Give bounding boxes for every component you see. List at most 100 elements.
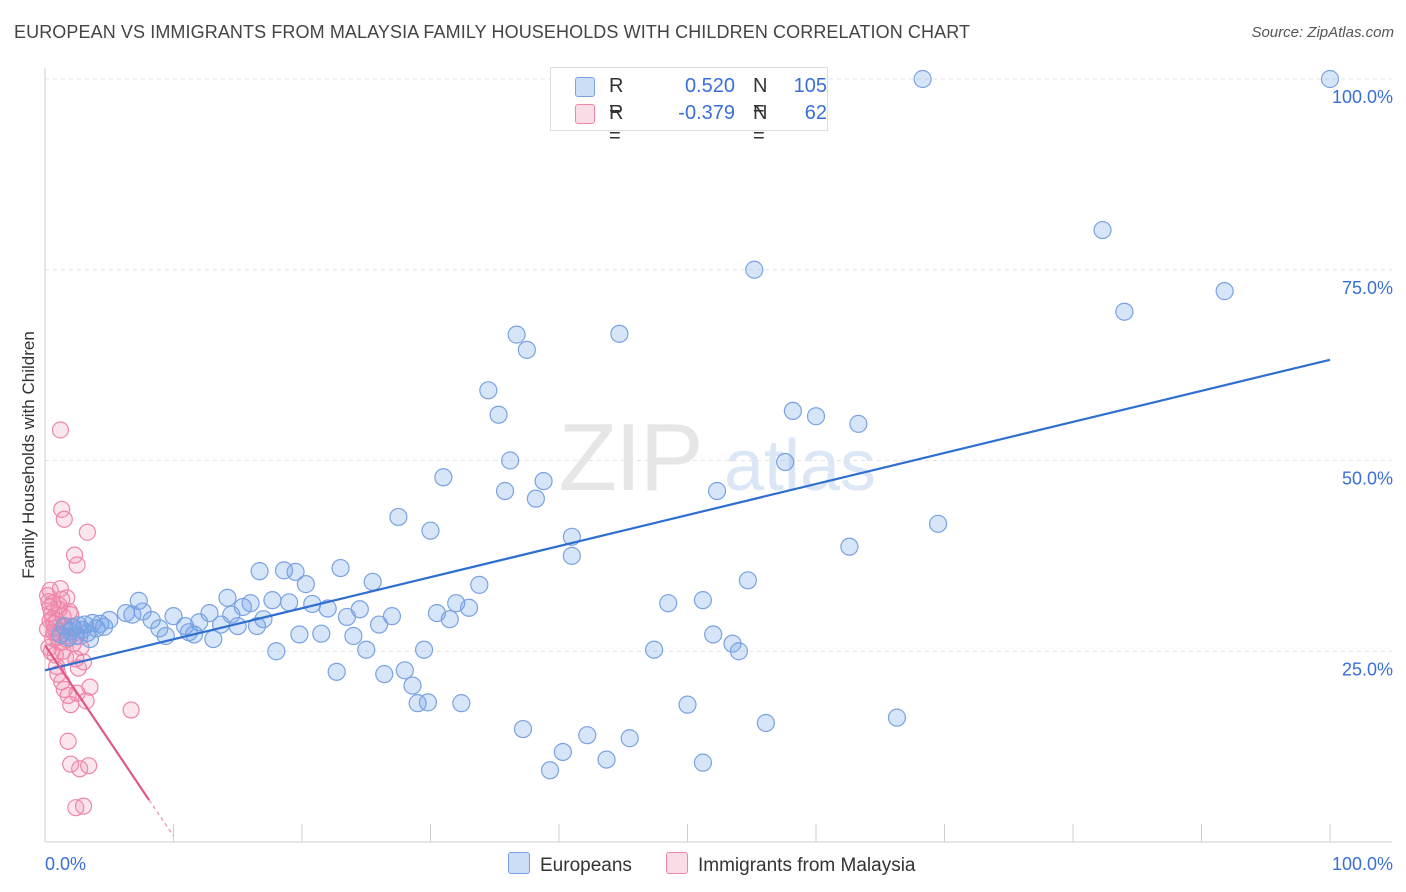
point-europeans: [286, 562, 305, 581]
point-immigrants-from-malaysia: [74, 797, 93, 815]
point-europeans: [704, 625, 723, 644]
point-europeans: [928, 514, 948, 533]
legend-n-value: 62: [804, 102, 827, 124]
point-europeans: [479, 381, 498, 400]
point-europeans: [200, 603, 219, 623]
y-tick-label: 75.0%: [1342, 278, 1393, 298]
point-europeans: [395, 661, 414, 680]
point-europeans: [370, 615, 389, 634]
point-immigrants-from-malaysia: [77, 692, 95, 710]
point-europeans: [913, 69, 932, 89]
point-europeans: [241, 594, 260, 613]
point-europeans: [150, 619, 169, 638]
source-note: Source: ZipAtlas.com: [1251, 24, 1394, 41]
point-europeans: [164, 607, 183, 626]
point-europeans: [363, 572, 382, 591]
point-europeans: [382, 607, 402, 626]
point-immigrants-from-malaysia: [78, 523, 97, 541]
point-immigrants-from-malaysia: [122, 701, 140, 719]
legend-n-value: 105: [793, 75, 827, 97]
point-europeans: [513, 719, 533, 739]
legend-r-value: 0.520: [684, 75, 735, 97]
point-europeans: [501, 451, 520, 470]
point-europeans: [350, 600, 369, 619]
y-tick-label: 50.0%: [1342, 469, 1393, 489]
point-europeans: [331, 558, 350, 578]
legend-r-label: R =: [609, 102, 624, 147]
point-europeans: [1093, 220, 1112, 240]
point-europeans: [280, 593, 299, 612]
trend-lines: [44, 358, 1331, 837]
trend-line-immigrants-from-malaysia: [44, 644, 150, 801]
point-europeans: [1320, 69, 1340, 89]
legend-n-label: N =: [753, 102, 768, 147]
point-europeans: [707, 481, 727, 501]
point-europeans: [578, 726, 597, 745]
point-europeans: [489, 405, 508, 424]
trend-line-immigrants-from-malaysia-extension: [148, 799, 175, 837]
point-europeans: [553, 742, 572, 762]
point-europeans: [1215, 282, 1234, 301]
point-europeans: [414, 640, 434, 659]
point-europeans: [534, 472, 553, 491]
point-europeans: [806, 407, 826, 426]
point-europeans: [840, 537, 859, 556]
point-europeans: [783, 401, 802, 421]
point-immigrants-from-malaysia: [65, 546, 84, 564]
point-europeans: [562, 546, 581, 565]
point-immigrants-from-malaysia: [71, 760, 89, 778]
point-europeans: [421, 521, 440, 540]
point-immigrants-from-malaysia: [80, 757, 98, 775]
point-europeans: [887, 708, 907, 727]
point-europeans: [247, 616, 267, 636]
point-europeans: [526, 489, 545, 508]
point-europeans: [296, 575, 315, 594]
point-europeans: [756, 713, 775, 733]
trend-line-europeans: [44, 358, 1331, 672]
legend-r-label: R =: [609, 75, 624, 120]
point-europeans: [267, 642, 286, 661]
watermark-atlas: atlas: [724, 426, 876, 506]
point-europeans: [327, 662, 346, 681]
point-europeans: [495, 481, 515, 501]
point-europeans: [418, 693, 438, 712]
point-europeans: [644, 640, 664, 659]
point-europeans: [190, 613, 209, 632]
point-europeans: [540, 761, 560, 780]
point-europeans: [274, 561, 294, 580]
point-immigrants-from-malaysia: [68, 556, 86, 574]
x-tick-label-max: 100.0%: [1332, 854, 1393, 874]
point-europeans: [357, 640, 376, 659]
point-immigrants-from-malaysia: [53, 500, 71, 518]
legend-swatch-malaysia: [575, 104, 595, 124]
point-europeans: [408, 694, 427, 713]
bottom-legend-swatch-malaysia: [666, 852, 688, 874]
point-europeans: [250, 562, 269, 581]
point-europeans: [610, 324, 629, 343]
point-europeans: [440, 610, 459, 629]
bottom-legend-malaysia: Immigrants from Malaysia: [666, 852, 916, 877]
point-europeans: [738, 571, 757, 590]
point-europeans: [729, 642, 749, 661]
x-tick-label-min: 0.0%: [45, 854, 86, 874]
point-europeans: [517, 340, 536, 359]
point-immigrants-from-malaysia: [41, 581, 59, 599]
point-europeans: [129, 591, 148, 610]
point-europeans: [507, 325, 526, 344]
point-europeans: [434, 468, 453, 487]
grid-lines: [45, 78, 1392, 652]
point-europeans: [459, 598, 479, 617]
point-europeans: [1115, 302, 1134, 321]
axes: [44, 68, 1392, 843]
point-europeans: [290, 625, 309, 644]
tick-labels: 25.0% 50.0% 75.0% 100.0% 0.0% 100.0%: [45, 87, 1393, 874]
point-europeans: [723, 634, 742, 653]
point-europeans: [849, 414, 868, 433]
series-europeans: [51, 69, 1340, 780]
point-europeans: [312, 624, 331, 643]
point-europeans: [100, 610, 119, 630]
point-europeans: [597, 750, 616, 769]
point-europeans: [693, 591, 713, 610]
point-europeans: [776, 452, 795, 472]
